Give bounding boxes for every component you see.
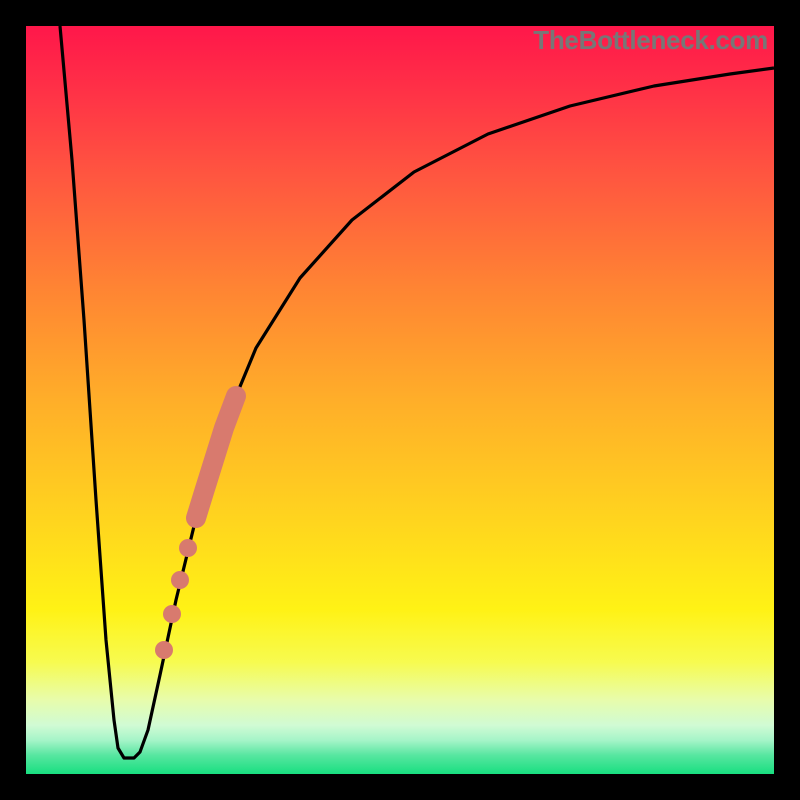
chart-container: TheBottleneck.com: [0, 0, 800, 800]
chart-border: [0, 0, 800, 800]
watermark-text: TheBottleneck.com: [533, 24, 774, 56]
